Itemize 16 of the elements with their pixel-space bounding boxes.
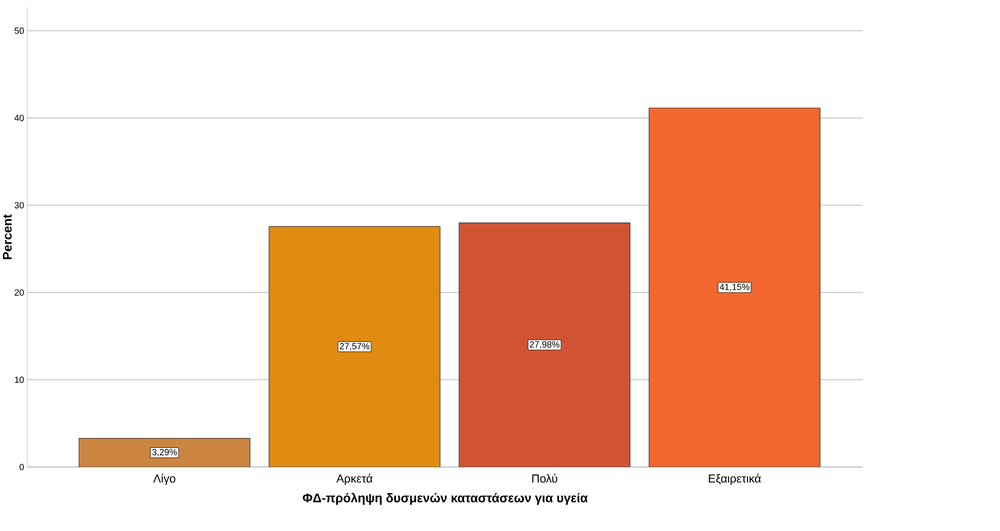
data-label: 27,57%: [340, 343, 370, 351]
x-tick-label: Λίγο: [153, 474, 176, 486]
y-tick-label: 40: [14, 114, 24, 122]
data-label: 3,29%: [152, 449, 177, 457]
x-tick-label: Πολύ: [532, 474, 558, 483]
y-tick-label: 10: [14, 376, 24, 384]
y-tick-label: 30: [14, 202, 24, 209]
x-tick-label: Αρκετά: [336, 474, 372, 486]
y-axis-title: Percent: [2, 214, 12, 260]
data-label: 27,98%: [530, 341, 560, 349]
x-tick-label: Εξαιρετικά: [708, 474, 761, 486]
y-tick-label: 20: [14, 290, 24, 296]
data-label: 41,15%: [720, 284, 750, 292]
x-axis-title: ΦΔ-πρόληψη δυσμενών καταστάσεων για υγεία: [302, 493, 588, 505]
y-tick-label: 0: [20, 464, 24, 470]
y-tick-label: 50: [14, 28, 24, 34]
